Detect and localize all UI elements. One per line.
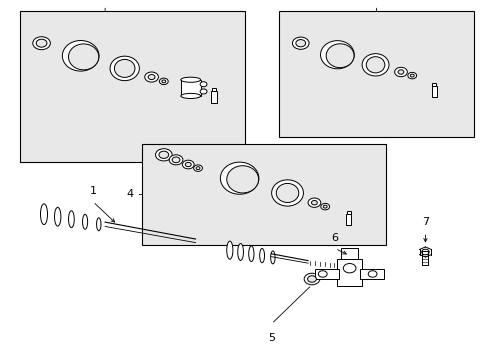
Circle shape <box>169 155 183 165</box>
Circle shape <box>307 276 316 282</box>
Text: 4: 4 <box>126 189 133 199</box>
Circle shape <box>397 70 403 74</box>
Ellipse shape <box>68 44 99 70</box>
Ellipse shape <box>114 59 135 77</box>
Circle shape <box>159 78 168 85</box>
Circle shape <box>311 201 317 205</box>
Ellipse shape <box>320 41 353 69</box>
Circle shape <box>193 165 202 171</box>
Circle shape <box>162 80 165 83</box>
Ellipse shape <box>270 251 274 264</box>
Bar <box>211 88 215 91</box>
Bar <box>431 84 435 86</box>
Bar <box>210 91 216 103</box>
Ellipse shape <box>41 204 47 225</box>
Circle shape <box>304 273 319 285</box>
Circle shape <box>407 72 416 79</box>
Ellipse shape <box>181 77 200 82</box>
Bar <box>181 80 200 96</box>
Circle shape <box>172 157 180 163</box>
Circle shape <box>36 39 47 47</box>
Ellipse shape <box>248 246 253 262</box>
Ellipse shape <box>62 40 99 71</box>
Text: 6: 6 <box>331 233 338 243</box>
Text: 2: 2 <box>102 0 108 1</box>
Bar <box>430 86 436 97</box>
Circle shape <box>144 72 158 82</box>
Ellipse shape <box>82 214 87 229</box>
Ellipse shape <box>366 57 384 73</box>
Ellipse shape <box>226 166 258 193</box>
Ellipse shape <box>271 180 303 206</box>
Bar <box>346 214 350 225</box>
Bar <box>20 11 244 162</box>
Circle shape <box>155 149 172 161</box>
Circle shape <box>185 162 191 167</box>
Bar <box>142 144 386 245</box>
Circle shape <box>200 89 206 94</box>
Ellipse shape <box>220 162 258 194</box>
Text: 5: 5 <box>267 333 274 343</box>
Bar <box>315 269 338 279</box>
Circle shape <box>33 37 50 50</box>
Circle shape <box>182 160 194 169</box>
Circle shape <box>394 67 407 77</box>
Ellipse shape <box>226 241 232 259</box>
Bar <box>278 11 473 137</box>
Text: 3: 3 <box>372 0 379 1</box>
Bar <box>337 259 361 286</box>
Circle shape <box>307 198 320 207</box>
Circle shape <box>323 205 326 208</box>
Ellipse shape <box>54 207 61 226</box>
Text: 7: 7 <box>421 217 428 227</box>
Ellipse shape <box>68 211 74 228</box>
Circle shape <box>320 203 329 210</box>
Ellipse shape <box>181 93 200 99</box>
Ellipse shape <box>110 56 139 81</box>
Bar <box>340 248 358 259</box>
Bar <box>360 269 383 279</box>
Ellipse shape <box>276 183 298 202</box>
Circle shape <box>409 74 413 77</box>
Circle shape <box>196 167 200 170</box>
Bar <box>422 251 427 265</box>
Ellipse shape <box>237 244 243 260</box>
Circle shape <box>292 37 308 49</box>
Ellipse shape <box>325 44 353 68</box>
Bar <box>346 211 350 214</box>
Circle shape <box>159 151 168 158</box>
Ellipse shape <box>259 248 264 263</box>
Ellipse shape <box>96 218 101 231</box>
Circle shape <box>295 40 305 47</box>
Text: 1: 1 <box>89 186 96 196</box>
Circle shape <box>200 82 206 87</box>
Ellipse shape <box>361 54 388 76</box>
Circle shape <box>148 75 155 80</box>
